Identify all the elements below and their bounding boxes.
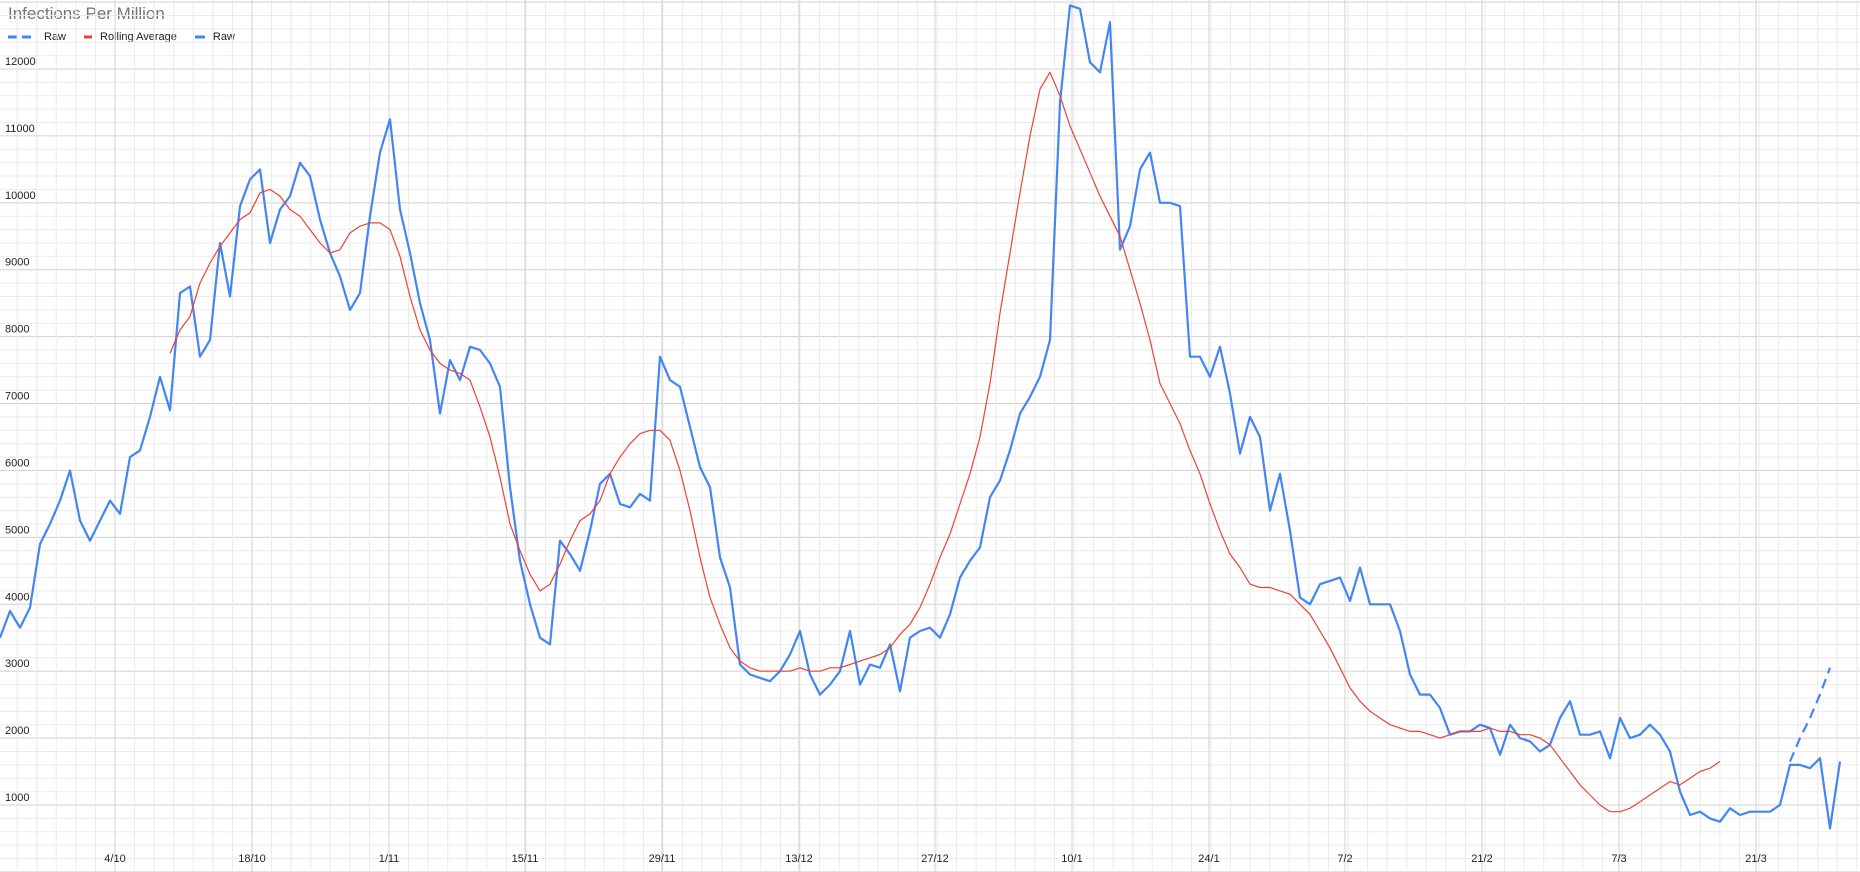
x-tick-label: 7/2 xyxy=(1337,853,1352,865)
y-tick-label: 2000 xyxy=(5,725,29,737)
legend-swatch-blue xyxy=(194,35,205,39)
x-tick-label: 15/11 xyxy=(512,853,539,865)
legend-label: Raw xyxy=(212,31,235,43)
x-tick-label: 7/3 xyxy=(1611,853,1626,865)
legend-label: Raw xyxy=(44,31,67,43)
tick-labels: 1000 2000 3000 4000 5000 6000 7000 8000 9000 1000… xyxy=(5,56,1767,865)
x-tick-label: 10/1 xyxy=(1061,853,1082,865)
legend-swatch-red xyxy=(84,35,93,39)
x-tick-label: 29/11 xyxy=(649,853,676,865)
x-tick-label: 21/2 xyxy=(1471,853,1492,865)
x-tick-label: 13/12 xyxy=(785,853,813,865)
x-tick-label: 1/11 xyxy=(379,853,400,865)
legend-label: Rolling Average xyxy=(100,31,177,43)
y-tick-label: 3000 xyxy=(5,658,29,670)
y-tick-label: 10000 xyxy=(5,190,36,202)
x-tick-label: 21/3 xyxy=(1745,853,1766,865)
x-tick-label: 24/1 xyxy=(1198,853,1219,865)
y-tick-label: 11000 xyxy=(5,123,35,135)
y-tick-label: 1000 xyxy=(5,792,29,804)
y-tick-label: 8000 xyxy=(5,324,29,336)
series-line-raw xyxy=(0,4,1842,830)
x-tick-label: 27/12 xyxy=(921,853,949,865)
y-tick-label: 12000 xyxy=(5,56,36,68)
series-line-rolling-average xyxy=(169,71,1721,813)
y-tick-label: 9000 xyxy=(5,257,29,269)
y-tick-label: 4000 xyxy=(5,591,29,603)
x-tick-label: 18/10 xyxy=(238,853,266,865)
legend-item-raw-dashed: Raw xyxy=(8,31,66,43)
y-tick-label: 7000 xyxy=(5,391,29,403)
legend-item-rolling-average: Rolling Average xyxy=(84,31,177,43)
x-tick-label: 4/10 xyxy=(104,853,125,865)
legend-item-raw-solid: Raw xyxy=(194,31,235,43)
y-tick-label: 6000 xyxy=(5,457,29,469)
series-line-raw-projection xyxy=(1788,667,1832,762)
y-tick-label: 5000 xyxy=(5,524,29,536)
chart-title: Infections Per Million xyxy=(8,4,165,23)
legend-swatch-dashed xyxy=(8,35,36,39)
legend: Raw Rolling Average Raw xyxy=(8,31,253,43)
series-lines xyxy=(0,4,1842,830)
